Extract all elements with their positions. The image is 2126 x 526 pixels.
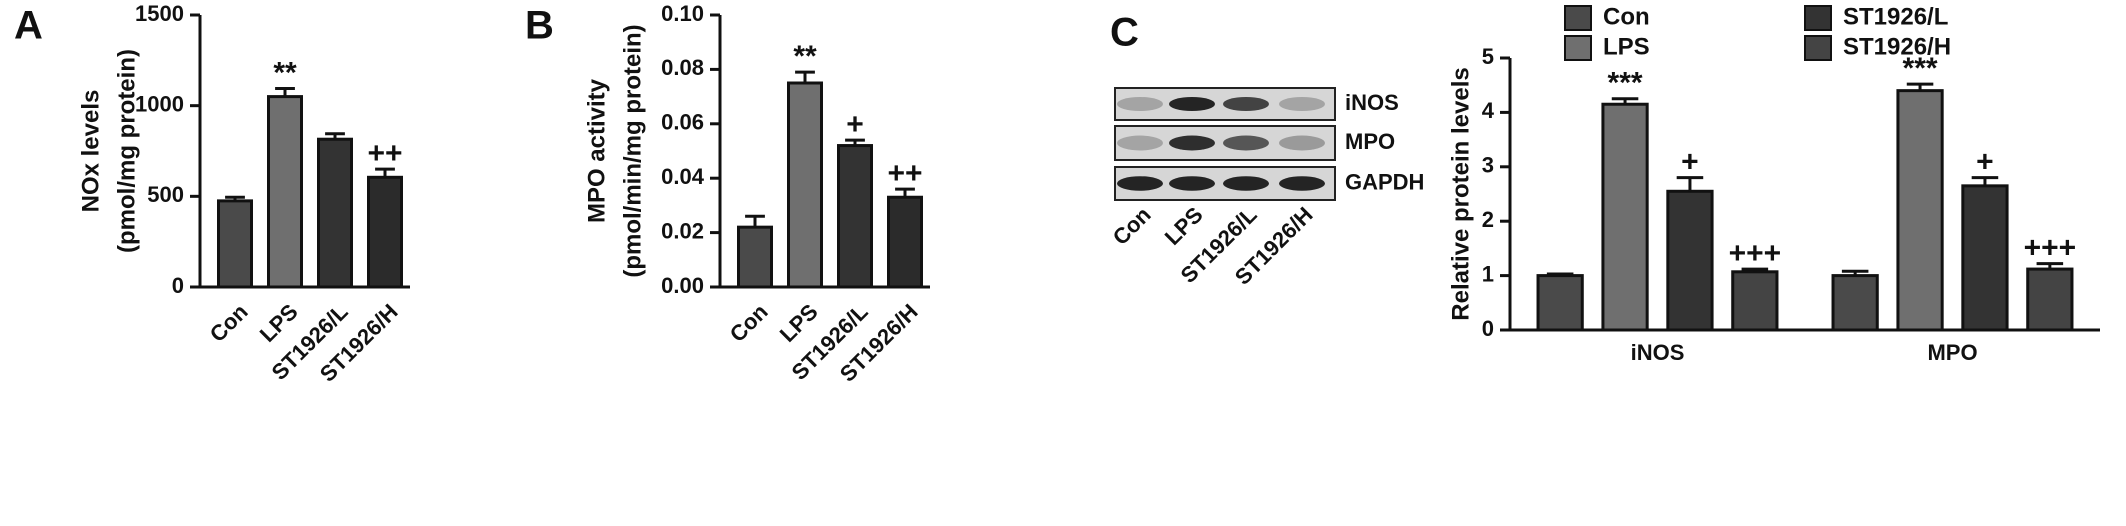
x-tick-label: iNOS [1631, 340, 1685, 365]
significance-label: *** [1903, 52, 1938, 85]
bar [837, 144, 873, 289]
legend-swatch [1564, 5, 1592, 31]
blot-band [1117, 135, 1163, 151]
bar [1666, 189, 1714, 332]
panel-label: A [14, 4, 43, 48]
blot-band [1169, 96, 1215, 112]
band-label: iNOS [1345, 90, 1399, 115]
blot-band [1169, 135, 1215, 151]
significance-label: + [846, 108, 864, 141]
y-tick-label: 4 [1482, 98, 1495, 123]
bar [1831, 274, 1879, 332]
blot-band [1279, 176, 1325, 191]
legend-label: ST1926/H [1843, 33, 1951, 60]
bar [1601, 102, 1649, 332]
panel-label: B [525, 4, 554, 48]
significance-label: ** [273, 56, 297, 89]
legend-label: LPS [1603, 33, 1650, 60]
y-tick-label: 0 [172, 273, 184, 298]
significance-label: +++ [1729, 237, 1782, 270]
bar [787, 81, 823, 289]
y-tick-label: 500 [147, 182, 184, 207]
y-tick-label: 0.04 [661, 164, 705, 189]
significance-label: + [1976, 146, 1994, 179]
panel-label: C [1110, 11, 1139, 55]
y-tick-label: 0.08 [661, 55, 704, 80]
legend-label: ST1926/L [1843, 3, 1948, 30]
y-tick-label: 5 [1482, 44, 1494, 69]
bar [1961, 184, 2009, 332]
x-tick-label: Con [205, 299, 253, 347]
legend-swatch [1804, 5, 1832, 31]
bar [887, 195, 923, 289]
significance-label: ** [793, 40, 817, 73]
blot-band [1223, 135, 1269, 151]
y-axis-label: MPO activity [583, 78, 610, 223]
y-axis-label: (pmol/min/mg protein) [619, 24, 646, 277]
y-tick-label: 2 [1482, 207, 1494, 232]
blot-band [1279, 96, 1325, 112]
bar [1896, 89, 1944, 332]
bar [1536, 274, 1584, 332]
y-axis-label: Relative protein levels [1447, 67, 1474, 320]
blot-band [1223, 176, 1269, 191]
lane-label: Con [1108, 202, 1156, 250]
bar [1731, 270, 1779, 332]
blot-band [1117, 176, 1163, 191]
y-tick-label: 0.02 [661, 218, 704, 243]
y-tick-label: 1500 [135, 1, 184, 26]
bar [317, 137, 353, 289]
y-tick-label: 1 [1482, 261, 1494, 286]
band-label: MPO [1345, 129, 1395, 154]
y-tick-label: 0.06 [661, 110, 704, 135]
blot-band [1169, 176, 1215, 191]
significance-label: *** [1608, 67, 1643, 100]
bar [367, 175, 403, 289]
legend-swatch [1564, 35, 1592, 61]
y-tick-label: 0 [1482, 316, 1494, 341]
x-tick-label: Con [725, 299, 773, 347]
bar [217, 199, 253, 289]
blot-band [1279, 135, 1325, 151]
lane-label: LPS [1160, 202, 1208, 250]
significance-label: ++ [887, 157, 922, 190]
y-axis-label: NOx levels [77, 90, 104, 213]
band-label: GAPDH [1345, 169, 1424, 194]
legend-label: Con [1603, 3, 1650, 30]
bar [2026, 267, 2074, 332]
significance-label: + [1681, 146, 1699, 179]
x-tick-label: MPO [1927, 340, 1977, 365]
bar [267, 95, 303, 289]
y-tick-label: 0.10 [661, 1, 704, 26]
bar [737, 225, 773, 289]
y-tick-label: 3 [1482, 153, 1494, 178]
significance-label: ++ [367, 137, 402, 170]
blot-band [1117, 96, 1163, 112]
y-tick-label: 0.00 [661, 273, 704, 298]
blot-band [1223, 96, 1269, 112]
legend-swatch [1804, 35, 1832, 61]
y-axis-label: (pmol/mg protein) [113, 49, 140, 253]
y-tick-label: 1000 [135, 91, 184, 116]
significance-label: +++ [2024, 232, 2077, 265]
